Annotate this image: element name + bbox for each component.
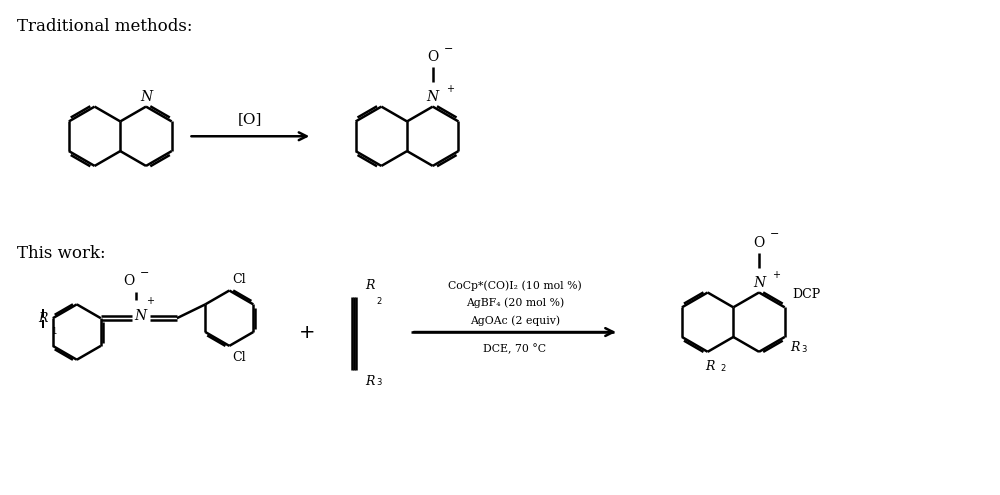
- Text: 2: 2: [720, 364, 726, 373]
- Text: DCP: DCP: [793, 289, 821, 301]
- Text: +: +: [772, 270, 780, 280]
- Text: −: −: [770, 229, 779, 239]
- Text: N: N: [140, 90, 152, 103]
- Text: This work:: This work:: [17, 245, 106, 262]
- Text: 3: 3: [376, 378, 382, 387]
- Text: CoCp*(CO)I₂ (10 mol %): CoCp*(CO)I₂ (10 mol %): [448, 280, 582, 291]
- Text: N: N: [134, 309, 147, 323]
- Text: AgBF₄ (20 mol %): AgBF₄ (20 mol %): [466, 298, 564, 308]
- Text: O: O: [427, 50, 438, 64]
- Text: R: R: [39, 312, 48, 325]
- Text: R: R: [366, 280, 375, 293]
- Text: O: O: [753, 236, 765, 250]
- Text: Traditional methods:: Traditional methods:: [17, 18, 193, 35]
- Text: Cl: Cl: [232, 351, 246, 364]
- Text: N: N: [753, 276, 765, 290]
- Text: 3: 3: [802, 345, 807, 354]
- Text: +: +: [446, 84, 454, 94]
- Text: 1: 1: [51, 327, 56, 336]
- Text: DCE, 70 °C: DCE, 70 °C: [483, 344, 546, 354]
- Text: Cl: Cl: [232, 273, 246, 286]
- Text: 2: 2: [376, 297, 382, 306]
- Text: R: R: [791, 341, 800, 354]
- Text: N: N: [427, 90, 439, 103]
- Text: −: −: [140, 268, 150, 278]
- Text: AgOAc (2 equiv): AgOAc (2 equiv): [470, 315, 560, 326]
- Text: O: O: [123, 274, 134, 288]
- Text: +: +: [146, 297, 154, 306]
- Text: +: +: [299, 323, 315, 342]
- Text: R: R: [366, 375, 375, 388]
- Text: −: −: [444, 44, 453, 54]
- Text: [O]: [O]: [238, 112, 263, 126]
- Text: R: R: [705, 360, 714, 373]
